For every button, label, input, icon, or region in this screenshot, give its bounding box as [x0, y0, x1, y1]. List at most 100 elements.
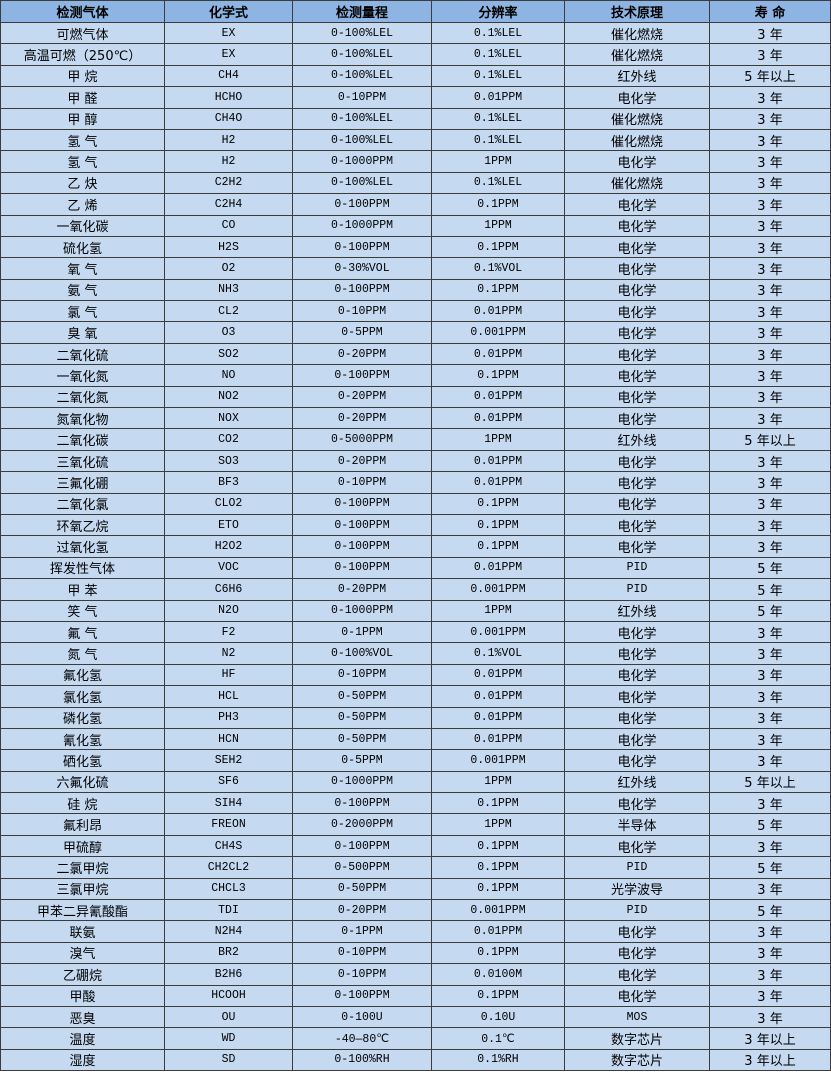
- cell-formula: EX: [164, 43, 293, 66]
- cell-formula: HCN: [164, 727, 293, 751]
- cell-resolution: 0.01PPM: [431, 706, 565, 729]
- table-row: 乙 炔 C2H2 0-100%LEL 0.1%LEL 催化燃烧 3 年: [0, 171, 831, 195]
- table-row: 氮 气 N2 0-100%VOL 0.1%VOL 电化学 3 年: [0, 642, 831, 665]
- header-principle: 技术原理: [564, 0, 710, 23]
- table-row: 硒化氢 SEH2 0-5PPM 0.001PPM 电化学 3 年: [0, 749, 831, 772]
- cell-formula: NO2: [164, 385, 293, 409]
- cell-range: 0-1PPM: [292, 620, 432, 644]
- cell-resolution: 0.10U: [431, 1005, 565, 1029]
- cell-range: 0-20PPM: [292, 899, 432, 922]
- cell-lifespan: 3 年以上: [709, 1048, 831, 1072]
- table-row: 过氧化氢 H2O2 0-100PPM 0.1PPM 电化学 3 年: [0, 535, 831, 558]
- cell-lifespan: 3 年: [709, 214, 831, 237]
- table-row: 甲硫醇 CH4S 0-100PPM 0.1PPM 电化学 3 年: [0, 834, 831, 858]
- cell-principle: 电化学: [564, 535, 710, 558]
- cell-formula: O2: [164, 257, 293, 280]
- cell-gas: 二氧化氯: [0, 492, 165, 515]
- cell-gas: 氧 气: [0, 257, 165, 280]
- cell-lifespan: 5 年以上: [709, 770, 831, 794]
- cell-resolution: 1PPM: [431, 214, 565, 237]
- cell-range: 0-20PPM: [292, 342, 432, 366]
- cell-lifespan: 3 年: [709, 449, 831, 473]
- cell-principle: 电化学: [564, 642, 710, 665]
- cell-formula: CH4: [164, 64, 293, 88]
- cell-resolution: 1PPM: [431, 428, 565, 451]
- cell-range: 0-10PPM: [292, 963, 432, 986]
- cell-resolution: 0.001PPM: [431, 578, 565, 601]
- cell-principle: 光学波导: [564, 877, 710, 901]
- cell-lifespan: 5 年: [709, 556, 831, 580]
- cell-formula: FREON: [164, 813, 293, 836]
- cell-formula: O3: [164, 321, 293, 344]
- cell-gas: 环氧乙烷: [0, 513, 165, 537]
- cell-formula: CLO2: [164, 492, 293, 515]
- cell-principle: PID: [564, 578, 710, 601]
- cell-gas: 氰化氢: [0, 727, 165, 751]
- cell-range: 0-500PPM: [292, 856, 432, 879]
- cell-range: 0-50PPM: [292, 877, 432, 901]
- cell-principle: 电化学: [564, 278, 710, 302]
- table-row: 可燃气体 EX 0-100%LEL 0.1%LEL 催化燃烧 3 年: [0, 21, 831, 45]
- header-formula: 化学式: [164, 0, 293, 23]
- cell-principle: 电化学: [564, 706, 710, 729]
- cell-range: 0-100%LEL: [292, 64, 432, 88]
- cell-gas: 三氟化硼: [0, 471, 165, 494]
- cell-principle: 电化学: [564, 364, 710, 387]
- cell-resolution: 0.01PPM: [431, 685, 565, 708]
- cell-lifespan: 3 年: [709, 535, 831, 558]
- table-row: 一氧化碳 CO 0-1000PPM 1PPM 电化学 3 年: [0, 214, 831, 237]
- cell-gas: 可燃气体: [0, 21, 165, 45]
- cell-lifespan: 3 年: [709, 321, 831, 344]
- cell-range: 0-100PPM: [292, 556, 432, 580]
- cell-formula: CO2: [164, 428, 293, 451]
- cell-principle: 红外线: [564, 428, 710, 451]
- table-row: 氟 气 F2 0-1PPM 0.001PPM 电化学 3 年: [0, 620, 831, 644]
- cell-lifespan: 5 年: [709, 599, 831, 622]
- cell-formula: EX: [164, 21, 293, 45]
- table-row: 六氟化硫 SF6 0-1000PPM 1PPM 红外线 5 年以上: [0, 770, 831, 794]
- cell-gas: 甲 烷: [0, 64, 165, 88]
- cell-resolution: 0.001PPM: [431, 620, 565, 644]
- cell-resolution: 0.01PPM: [431, 86, 565, 109]
- table-row: 环氧乙烷 ETO 0-100PPM 0.1PPM 电化学 3 年: [0, 513, 831, 537]
- cell-principle: 电化学: [564, 920, 710, 943]
- cell-range: 0-100%VOL: [292, 642, 432, 665]
- cell-gas: 过氧化氢: [0, 535, 165, 558]
- cell-formula: N2: [164, 642, 293, 665]
- cell-lifespan: 3 年: [709, 43, 831, 66]
- cell-lifespan: 3 年: [709, 171, 831, 195]
- cell-resolution: 0.001PPM: [431, 899, 565, 922]
- cell-range: 0-100PPM: [292, 235, 432, 259]
- table-row: 溴气 BR2 0-10PPM 0.1PPM 电化学 3 年: [0, 941, 831, 965]
- cell-principle: 催化燃烧: [564, 171, 710, 195]
- cell-lifespan: 3 年: [709, 257, 831, 280]
- cell-gas: 乙 烯: [0, 193, 165, 216]
- cell-gas: 甲硫醇: [0, 834, 165, 858]
- cell-gas: 硫化氢: [0, 235, 165, 259]
- cell-principle: PID: [564, 856, 710, 879]
- cell-range: 0-50PPM: [292, 685, 432, 708]
- cell-principle: 电化学: [564, 449, 710, 473]
- cell-formula: TDI: [164, 899, 293, 922]
- cell-lifespan: 3 年: [709, 471, 831, 494]
- cell-formula: C2H4: [164, 193, 293, 216]
- cell-lifespan: 5 年: [709, 899, 831, 922]
- cell-resolution: 1PPM: [431, 813, 565, 836]
- cell-resolution: 0.01PPM: [431, 556, 565, 580]
- cell-range: 0-10PPM: [292, 86, 432, 109]
- table-row: 氢 气 H2 0-1000PPM 1PPM 电化学 3 年: [0, 150, 831, 173]
- cell-gas: 氯 气: [0, 300, 165, 323]
- cell-principle: 催化燃烧: [564, 21, 710, 45]
- cell-lifespan: 5 年以上: [709, 428, 831, 451]
- cell-resolution: 1PPM: [431, 770, 565, 794]
- cell-gas: 氟化氢: [0, 663, 165, 687]
- cell-range: 0-5PPM: [292, 749, 432, 772]
- table-row: 联氨 N2H4 0-1PPM 0.01PPM 电化学 3 年: [0, 920, 831, 943]
- cell-formula: B2H6: [164, 963, 293, 986]
- cell-gas: 联氨: [0, 920, 165, 943]
- cell-gas: 甲 醛: [0, 86, 165, 109]
- cell-principle: 电化学: [564, 663, 710, 687]
- cell-gas: 氨 气: [0, 278, 165, 302]
- cell-lifespan: 3 年: [709, 86, 831, 109]
